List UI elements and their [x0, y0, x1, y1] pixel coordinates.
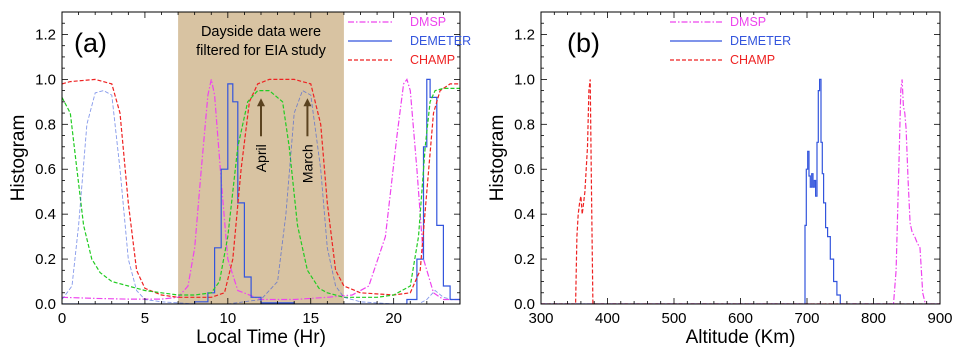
y-tick-label: 0.2 [514, 251, 535, 268]
x-tick-label: 700 [794, 310, 819, 327]
legend-label-dmsp: DMSP [730, 15, 766, 29]
series-line-champ [62, 78, 460, 298]
y-tick-label: 0.6 [35, 161, 56, 178]
x-tick-label: 10 [219, 310, 236, 327]
arrow-head-icon [303, 98, 312, 107]
shaded-region-label: Dayside data were [201, 24, 321, 40]
legend-label-demeter: DEMETER [410, 34, 471, 48]
x-tick-label: 900 [927, 310, 952, 327]
x-tick-label: 0 [58, 310, 66, 327]
x-tick-label: 400 [595, 310, 620, 327]
x-tick-label: 500 [661, 310, 686, 327]
legend-label-champ: CHAMP [730, 53, 775, 67]
annotation-label: April [253, 144, 269, 172]
y-tick-label: 1.0 [35, 71, 56, 88]
panel-a: 0 5 10 15 20 0.0 0.2 0.4 0.6 0.8 1.0 1.2 Local Time … [8, 11, 471, 348]
y-tick-label: 0.0 [35, 296, 56, 313]
series-line-champ [541, 79, 940, 304]
legend-label-demeter: DEMETER [730, 34, 791, 48]
legend: DMSP DEMETER CHAMP [670, 15, 791, 67]
shaded-region [178, 12, 344, 304]
x-axis-label: Altitude (Km) [686, 327, 796, 348]
panel-label: (b) [567, 28, 600, 58]
panel-label: (a) [74, 28, 107, 58]
annotation-march: March [299, 98, 315, 183]
y-tick-label: 0.4 [514, 206, 535, 223]
y-tick-label: 0.8 [514, 116, 535, 133]
x-tick-label: 600 [728, 310, 753, 327]
x-tick-label: 20 [385, 310, 402, 327]
y-tick-label: 0.4 [35, 206, 56, 223]
y-tick-label: 1.2 [514, 26, 535, 43]
y-tick-label: 0.6 [514, 161, 535, 178]
annotation-april: April [253, 98, 269, 172]
y-tick-label: 1.0 [514, 71, 535, 88]
x-tick-label: 15 [302, 310, 319, 327]
series-group [541, 78, 940, 304]
series-line-dmsp [541, 79, 940, 304]
arrow-head-icon [257, 98, 265, 107]
series-line-demeter [541, 78, 940, 304]
annotation-label: March [299, 144, 315, 183]
panel-b: 300 400 500 600 700 800 900 0.0 0.2 0.4 0.6 0.8 1.0 1… [487, 11, 953, 348]
legend: DMSP DEMETER CHAMP [348, 15, 471, 67]
x-tick-label: 5 [141, 310, 149, 327]
x-axis-label: Local Time (Hr) [196, 327, 326, 348]
y-axis-label: Histogram [487, 115, 508, 202]
x-tick-label: 800 [861, 310, 886, 327]
y-tick-label: 0.2 [35, 251, 56, 268]
y-tick-label: 1.2 [35, 26, 56, 43]
series-line-demeter-4 [62, 89, 460, 304]
y-tick-label: 0.0 [514, 296, 535, 313]
x-tick-label: 300 [528, 310, 553, 327]
y-tick-label: 0.8 [35, 116, 56, 133]
y-axis-label: Histogram [8, 115, 29, 202]
legend-label-dmsp: DMSP [410, 15, 446, 29]
legend-label-champ: CHAMP [410, 53, 455, 67]
shaded-region-label: filtered for EIA study [196, 43, 327, 59]
series-line-extra-3 [62, 87, 460, 298]
